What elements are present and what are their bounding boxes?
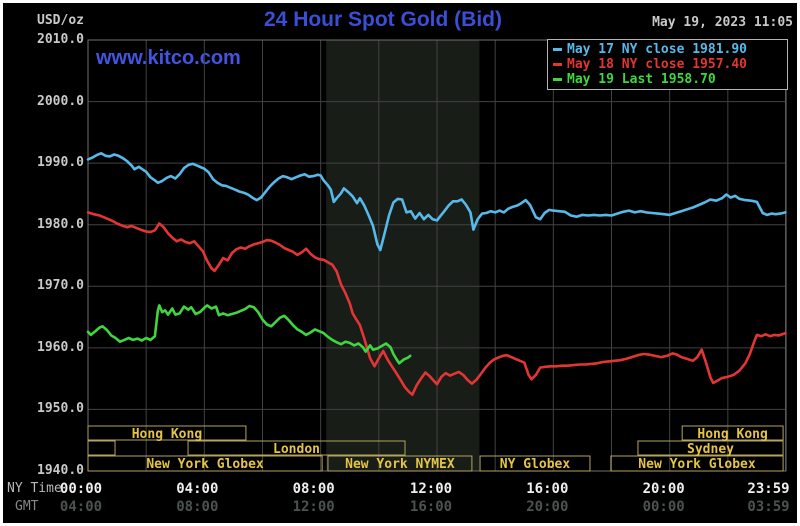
session-label-new-york-globex: New York Globex: [638, 457, 756, 472]
y-axis-unit-label: USD/oz: [37, 13, 84, 28]
legend-entry: May 18 NY close 1957.40: [553, 57, 781, 72]
session-label-new-york-globex: New York Globex: [146, 457, 264, 472]
session-label-london: London: [273, 442, 320, 457]
session-box: [637, 440, 784, 456]
session-box: [681, 425, 784, 441]
ny-time-axis-label: NY Time: [7, 481, 62, 496]
legend-entry: May 19 Last 1958.70: [553, 72, 781, 87]
x-tick-label-gmt: 00:00: [642, 499, 685, 515]
x-tick-label-gmt: 08:00: [176, 499, 219, 515]
chart-canvas: USD/oz 24 Hour Spot Gold (Bid) May 19, 2…: [3, 3, 797, 523]
legend-box: May 17 NY close 1981.90 May 18 NY close 1…: [547, 39, 788, 90]
x-tick-label-ny: 12:00: [409, 481, 453, 497]
session-box: [87, 440, 116, 456]
legend-entry-label: May 19 Last 1958.70: [567, 72, 716, 87]
legend-dash-icon: [553, 78, 562, 81]
x-tick-label-gmt: 16:00: [409, 499, 453, 515]
x-tick-label-ny: 23:59: [747, 481, 790, 497]
session-box: [87, 425, 247, 441]
x-tick-label-ny: 00:00: [59, 481, 103, 497]
nymex-session-band: [326, 40, 480, 471]
y-tick-label: 1980.0: [37, 216, 84, 232]
x-tick-label-gmt: 03:59: [747, 499, 790, 515]
session-label-sydney: Sydney: [687, 442, 734, 457]
session-box: [327, 455, 473, 472]
chart-timestamp: May 19, 2023 11:05: [652, 15, 793, 30]
y-tick-label: 2010.0: [37, 32, 84, 47]
gmt-axis-label: GMT: [15, 499, 39, 514]
x-tick-label-ny: 20:00: [642, 481, 685, 497]
y-tick-label: 1940.0: [37, 463, 84, 478]
price-line-may-17: [86, 152, 787, 252]
x-tick-label-ny: 16:00: [526, 481, 569, 497]
y-tick-label: 1970.0: [37, 278, 84, 294]
page-title: 24 Hour Spot Gold (Bid): [264, 8, 502, 31]
legend-dash-icon: [553, 63, 562, 66]
x-tick-label-gmt: 04:00: [59, 499, 103, 515]
y-tick-label: 1960.0: [37, 339, 84, 355]
y-tick-label: 2000.0: [37, 93, 84, 109]
price-line-may-18: [86, 211, 787, 397]
legend-dash-icon: [553, 48, 562, 51]
session-label-hong-kong: Hong Kong: [131, 427, 203, 442]
price-line-may-19: [86, 304, 412, 365]
y-tick-label: 1990.0: [37, 155, 84, 171]
session-box: [187, 440, 406, 456]
y-tick-label: 1950.0: [37, 401, 84, 417]
session-box: [479, 455, 591, 472]
session-label-hong-kong: Hong Kong: [697, 427, 768, 442]
x-tick-label-ny: 08:00: [292, 481, 335, 497]
gold-price-plot: [86, 39, 787, 472]
session-label-new-york-nymex: New York NYMEX: [345, 457, 455, 472]
x-tick-label-ny: 04:00: [176, 481, 219, 497]
session-box: [87, 455, 323, 472]
legend-entry-label: May 18 NY close 1957.40: [567, 57, 748, 72]
legend-entry-label: May 17 NY close 1981.90: [567, 42, 748, 57]
session-box: [610, 455, 784, 472]
x-tick-label-gmt: 12:00: [292, 499, 335, 515]
session-label-ny-globex: NY Globex: [499, 457, 571, 472]
x-tick-label-gmt: 20:00: [526, 499, 569, 515]
legend-entry: May 17 NY close 1981.90: [553, 42, 781, 57]
